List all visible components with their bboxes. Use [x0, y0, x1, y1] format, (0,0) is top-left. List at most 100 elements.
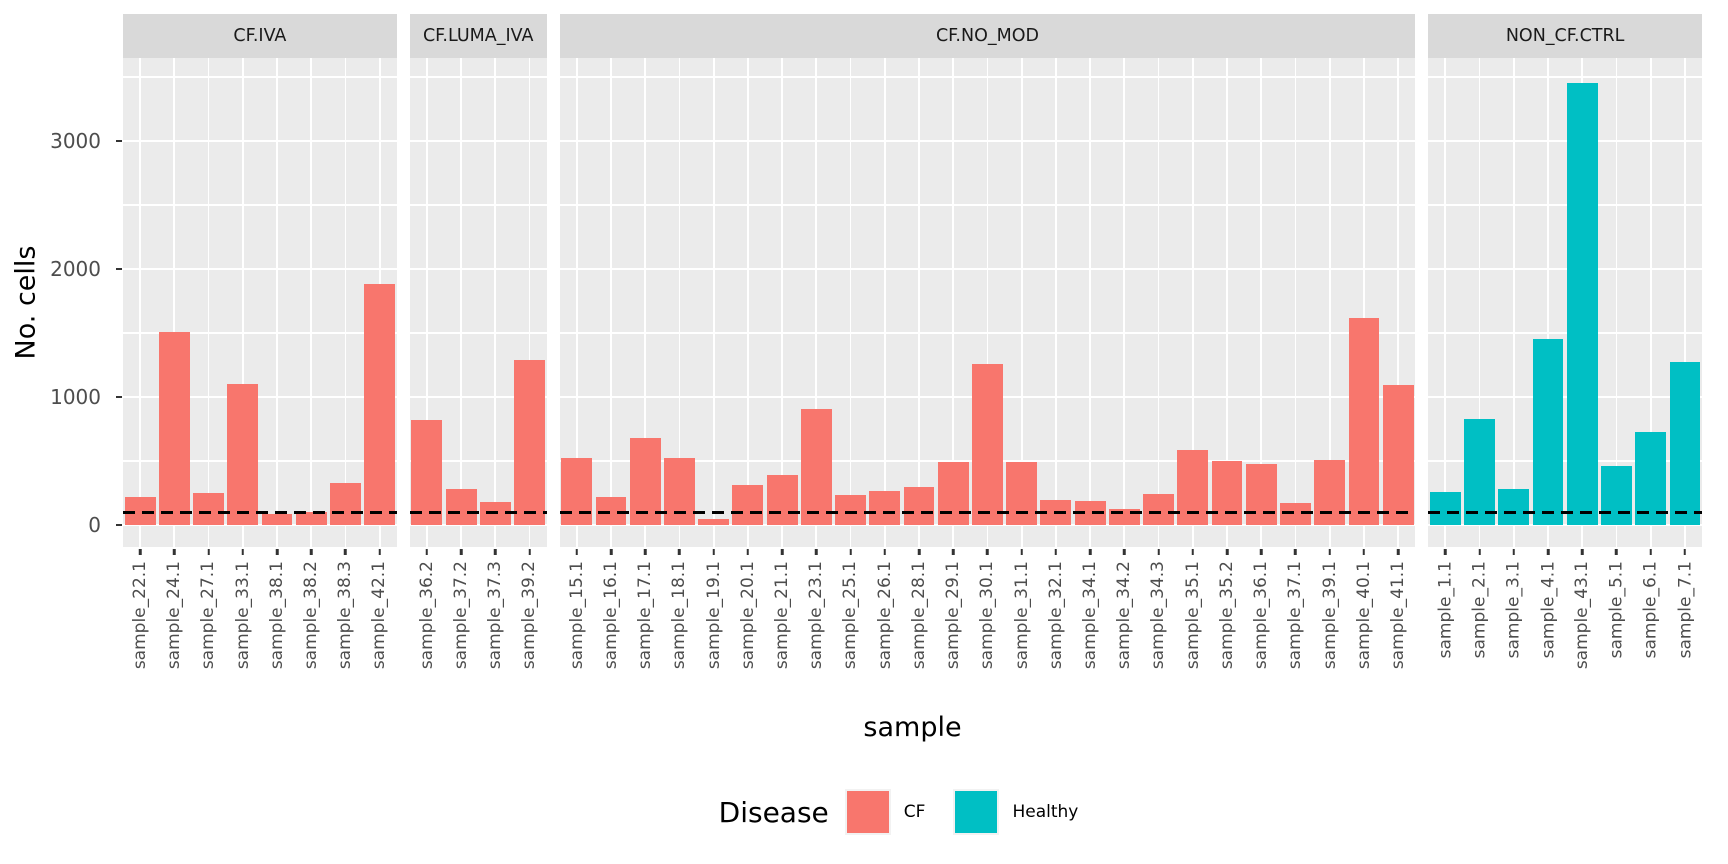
x-tick-mark	[1478, 549, 1481, 555]
minor-gridline	[123, 460, 397, 462]
x-major-gridline	[460, 58, 462, 547]
x-tick-mark	[1615, 549, 1618, 555]
x-major-gridline	[610, 58, 612, 547]
x-tick-mark	[1580, 549, 1584, 555]
x-major-gridline	[1615, 58, 1618, 547]
y-tick-label: 1000	[50, 384, 101, 409]
x-tick-mark	[1683, 549, 1687, 555]
x-major-gridline	[883, 58, 886, 547]
x-tick-mark	[1396, 549, 1400, 555]
x-tick-mark	[643, 549, 647, 555]
x-axis-labels: sample_15.1 sample_16.1 sample_17.1 sample_…	[566, 561, 1409, 670]
bar	[514, 359, 545, 525]
minor-gridline	[409, 460, 547, 462]
x-major-gridline	[1512, 58, 1515, 547]
x-tick-mark	[951, 549, 955, 555]
bar	[1177, 450, 1209, 525]
bar	[193, 493, 224, 525]
y-axis: 0 1000 2000 3000	[0, 58, 123, 547]
bar	[445, 488, 477, 525]
major-gridline	[409, 267, 547, 271]
panel-plot-area	[123, 58, 397, 547]
legend-title: Disease	[718, 795, 829, 829]
x-major-gridline	[644, 58, 647, 547]
minor-gridline	[1428, 332, 1703, 334]
major-gridline	[1428, 139, 1703, 143]
bar	[1314, 459, 1346, 525]
x-tick-mark	[1157, 549, 1160, 555]
bar	[261, 514, 293, 525]
x-tick-mark	[425, 549, 429, 555]
x-major-gridline	[747, 58, 749, 547]
x-axis-labels: sample_36.2 sample_37.2 sample_37.3 sample_…	[416, 561, 540, 670]
x-major-gridline	[1089, 58, 1091, 547]
x-tick-mark	[1294, 549, 1297, 555]
major-gridline	[123, 139, 397, 143]
x-major-gridline	[1123, 58, 1126, 547]
x-tick-mark	[712, 549, 715, 555]
minor-gridline	[1428, 76, 1703, 78]
x-major-gridline	[1684, 58, 1686, 547]
bar	[800, 409, 832, 525]
bar	[1669, 362, 1701, 525]
x-major-gridline	[207, 58, 210, 547]
facet-panel: CF.NO_MOD sample_15.1 sample_16.1 sample_17…	[559, 14, 1416, 670]
y-tick-label: 3000	[50, 128, 101, 153]
x-major-gridline	[494, 58, 497, 547]
x-tick-mark	[986, 549, 989, 555]
x-tick-mark	[575, 549, 579, 555]
major-gridline	[409, 139, 547, 143]
x-major-gridline	[952, 58, 955, 547]
panel-plot-area	[409, 58, 547, 547]
x-tick-mark	[1546, 549, 1550, 555]
x-tick-mark	[678, 549, 681, 555]
bar	[1498, 488, 1530, 525]
bar	[903, 487, 935, 525]
x-major-gridline	[276, 58, 278, 547]
bar	[1280, 502, 1311, 525]
bar	[629, 437, 661, 525]
bar	[561, 457, 593, 525]
x-major-gridline	[1328, 58, 1331, 547]
bar	[1245, 463, 1277, 525]
major-gridline	[409, 523, 547, 527]
x-tick-mark	[815, 549, 818, 555]
threshold-dashed-line	[559, 510, 1416, 514]
bar	[1635, 431, 1667, 525]
x-tick-mark	[309, 549, 313, 555]
x-major-gridline	[310, 58, 313, 547]
bar	[1348, 317, 1380, 525]
major-gridline	[123, 267, 397, 271]
x-tick-mark	[459, 549, 463, 555]
x-tick-mark	[849, 549, 852, 555]
facet-panel: CF.IVA sample_22.1 sample_24.1 sample_27.1 s…	[123, 14, 397, 669]
minor-gridline	[1428, 204, 1703, 206]
panel-plot-area	[559, 58, 1416, 547]
x-tick-mark	[173, 549, 176, 555]
bar	[364, 284, 396, 525]
x-major-gridline	[1020, 58, 1023, 547]
threshold-dashed-line	[409, 510, 547, 514]
x-major-gridline	[1055, 58, 1057, 547]
x-major-gridline	[986, 58, 989, 547]
x-major-gridline	[1444, 58, 1447, 547]
panel-plot-area	[1428, 58, 1703, 547]
legend-key-swatch	[844, 789, 891, 835]
x-major-gridline	[781, 58, 783, 547]
x-axis-ticks	[560, 547, 1416, 556]
major-gridline	[1428, 523, 1703, 527]
facet-strip-label: CF.NO_MOD	[559, 14, 1416, 58]
threshold-dashed-line	[1428, 510, 1703, 514]
x-tick-mark	[1191, 549, 1195, 555]
x-major-gridline	[1260, 58, 1263, 547]
bar	[1006, 462, 1038, 525]
x-major-gridline	[1191, 58, 1194, 547]
x-tick-mark	[746, 549, 750, 555]
legend-key-swatch	[953, 789, 1000, 835]
x-tick-mark	[1512, 549, 1516, 555]
x-major-gridline	[173, 58, 176, 547]
x-tick-mark	[1088, 549, 1092, 555]
bar	[1566, 83, 1598, 525]
minor-gridline	[409, 332, 547, 334]
x-major-gridline	[815, 58, 818, 547]
